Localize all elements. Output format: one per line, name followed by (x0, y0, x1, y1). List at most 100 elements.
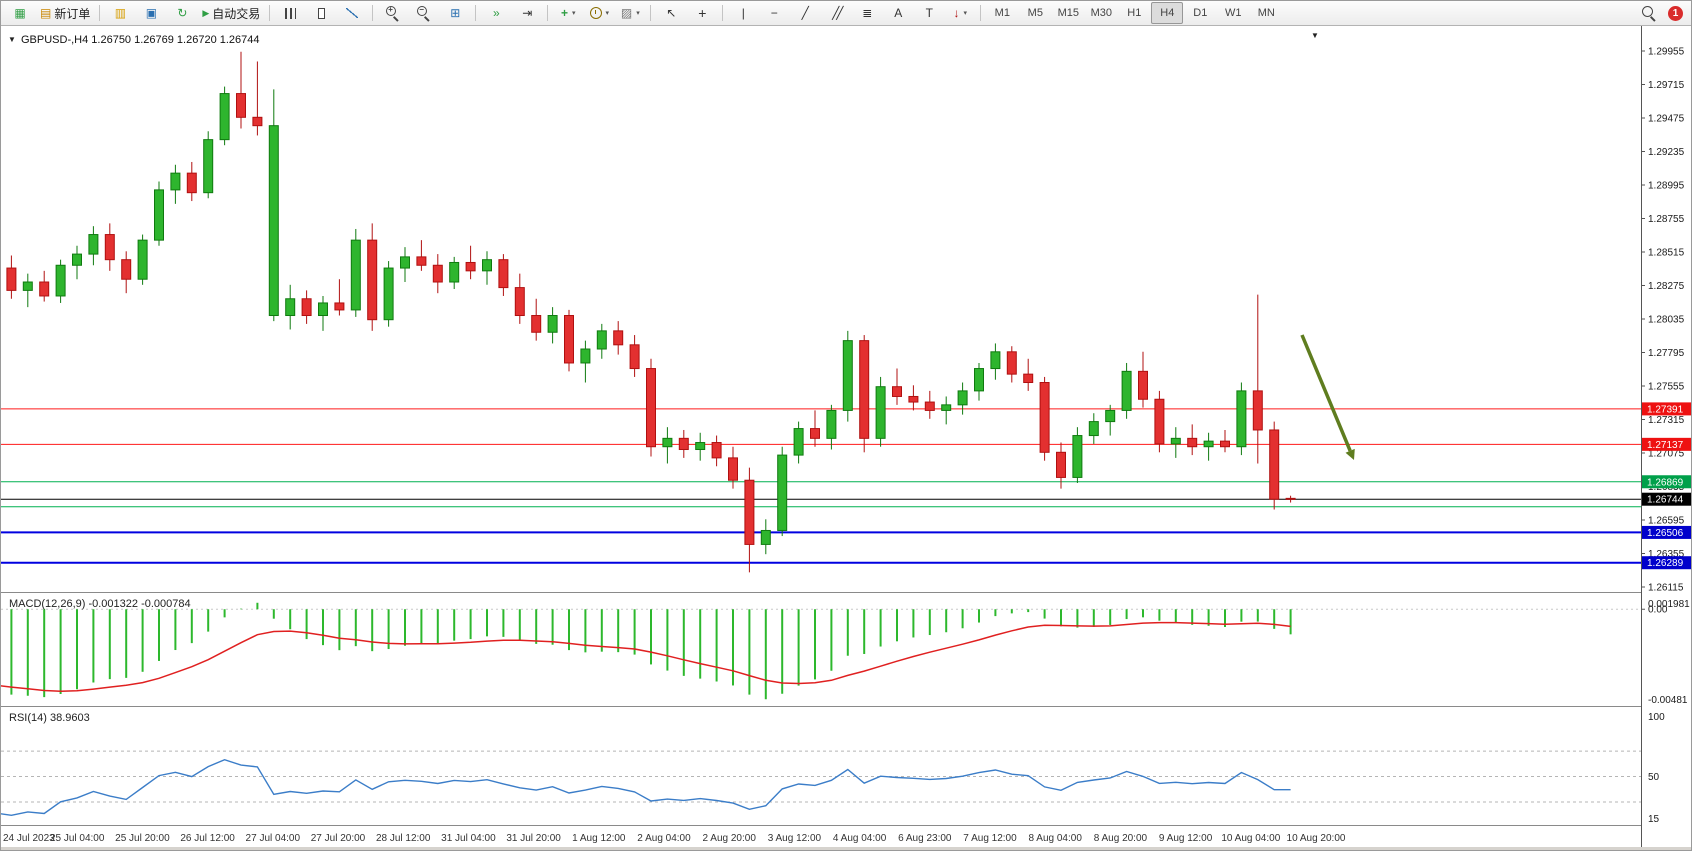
text-button[interactable]: A (883, 2, 913, 24)
search-button[interactable] (1634, 2, 1664, 24)
price-tick-label: 1.28275 (1648, 281, 1685, 292)
price-tick-label: 1.27315 (1648, 415, 1685, 426)
trend-arrow-annotation[interactable] (1300, 334, 1352, 452)
time-tick-label: 4 Aug 04:00 (833, 833, 887, 844)
candle (203, 139, 214, 194)
candle (6, 267, 17, 291)
timeframe-d1-button[interactable]: D1 (1193, 7, 1208, 19)
candle (1269, 429, 1280, 500)
trendline-button[interactable]: ╱ (790, 2, 820, 24)
text-label-button[interactable]: T (914, 2, 944, 24)
timeframe-m30-button[interactable]: M30 (1090, 7, 1112, 19)
macd-label: MACD(12,26,9) -0.001322 -0.000784 (9, 598, 191, 610)
candle (793, 428, 804, 456)
arrows-icon: ↓ (953, 6, 960, 20)
chart-shift-button[interactable]: ⇥ (512, 2, 542, 24)
current-price-tag (1642, 492, 1691, 506)
bar-chart-icon (284, 7, 296, 19)
auto-trading-button[interactable]: ▶ 自动交易 (198, 2, 264, 24)
timeframe-h1-button[interactable]: H1 (1127, 7, 1142, 19)
time-tick-label: 6 Aug 23:00 (898, 833, 952, 844)
timeframe-m1-button[interactable]: M1 (994, 7, 1010, 19)
cycle-icon: ↻ (177, 6, 188, 20)
price-tag-1.27137 (1642, 437, 1691, 451)
candle (39, 281, 50, 297)
price-tag-1.27137-text: 1.27137 (1647, 440, 1684, 451)
vertical-line-button[interactable]: | (728, 2, 758, 24)
cursor-button[interactable]: ↖ (656, 2, 686, 24)
separator (722, 5, 724, 21)
notification-badge[interactable]: 1 (1668, 5, 1683, 21)
candle (810, 428, 820, 439)
chart-canvas[interactable]: 1.29955 1.29715 1.29475 1.29235 1.28995 1.287… (1, 26, 1692, 851)
candle (219, 93, 230, 141)
line-chart-button[interactable] (337, 2, 367, 24)
candle (104, 234, 115, 261)
time-tick-label: 10 Aug 20:00 (1287, 833, 1346, 844)
cycle-button[interactable]: ↻ (167, 2, 197, 24)
new-order-button[interactable]: ▤ 新订单 (36, 2, 94, 24)
line-chart-icon (346, 8, 359, 18)
profiles-button[interactable]: ▣ (136, 2, 166, 24)
candle (268, 125, 279, 317)
rsi-label: RSI(14) 38.9603 (9, 712, 90, 724)
candle (1154, 398, 1165, 445)
timeframe-h4-button[interactable]: H4 (1151, 2, 1184, 24)
tile-windows-button[interactable]: ⊞ (440, 2, 470, 24)
window-bottom-edge (1, 847, 1691, 850)
price-tick-label: 1.26355 (1648, 549, 1685, 560)
timeframe-mn-button[interactable]: MN (1257, 7, 1275, 19)
candle (646, 368, 656, 448)
horizontal-line-button[interactable]: − (759, 2, 789, 24)
candle (974, 368, 984, 392)
time-tick-label: 27 Jul 20:00 (311, 833, 366, 844)
timeframe-m5-button[interactable]: M5 (1027, 7, 1043, 19)
candle (514, 287, 525, 317)
toolbar-right-group: 1 (1634, 2, 1687, 24)
candle (1236, 390, 1247, 448)
time-tick-label: 27 Jul 04:00 (246, 833, 301, 844)
macd-axis-zero: 0.00 (1648, 605, 1668, 616)
timeframe-w1-button[interactable]: W1 (1225, 7, 1242, 19)
candle (826, 409, 837, 439)
candle (416, 256, 427, 266)
chart-collapse-icon[interactable]: ▼ (8, 35, 16, 44)
candle (432, 264, 443, 283)
current-price-tag-text: 1.26744 (1647, 495, 1684, 506)
zoom-out-button[interactable]: − (409, 2, 439, 24)
candle (957, 390, 968, 406)
candle (72, 253, 82, 266)
periods-button[interactable]: ▾ (584, 2, 614, 24)
templates-button[interactable]: ▨ ▾ (615, 2, 645, 24)
timeframe-group: M1 M5 M15 M30 H1 H4 D1 W1 MN (986, 2, 1282, 24)
arrows-button[interactable]: ↓ ▾ (945, 2, 975, 24)
charts-button[interactable]: ▥ (105, 2, 135, 24)
fibonacci-icon: ≣ (862, 6, 873, 20)
candle (1138, 370, 1148, 400)
price-tick-label: 1.28755 (1648, 214, 1685, 225)
timeframe-m15-button[interactable]: M15 (1057, 7, 1079, 19)
play-icon: ▶ (202, 8, 210, 18)
toolbar: ▦ ▤ 新订单 ▥ ▣ ↻ ▶ 自动交易 + − ⊞ » ⇥ + ▾ ▾ ▨ ▾ ↖… (1, 1, 1691, 26)
price-tick-label: 1.27795 (1648, 348, 1685, 359)
rsi-axis-50: 50 (1648, 772, 1660, 783)
candle (1105, 409, 1116, 423)
candlestick-button[interactable] (306, 2, 336, 24)
candle (1187, 437, 1198, 448)
zoom-in-button[interactable]: + (378, 2, 408, 24)
bar-chart-button[interactable] (275, 2, 305, 24)
crosshair-button[interactable]: + (687, 2, 717, 24)
price-tag-1.26869-text: 1.26869 (1647, 477, 1684, 488)
auto-scroll-button[interactable]: » (481, 2, 511, 24)
indicators-button[interactable]: + ▾ (553, 2, 583, 24)
price-tick-label: 1.28515 (1648, 248, 1685, 259)
rsi-layer (1, 750, 1641, 817)
separator (372, 5, 374, 21)
channel-button[interactable]: ╱╱ (821, 2, 851, 24)
candle (334, 302, 345, 311)
fibonacci-button[interactable]: ≣ (852, 2, 882, 24)
time-tick-label: 31 Jul 04:00 (441, 833, 496, 844)
chevron-down-icon: ▾ (605, 10, 610, 17)
